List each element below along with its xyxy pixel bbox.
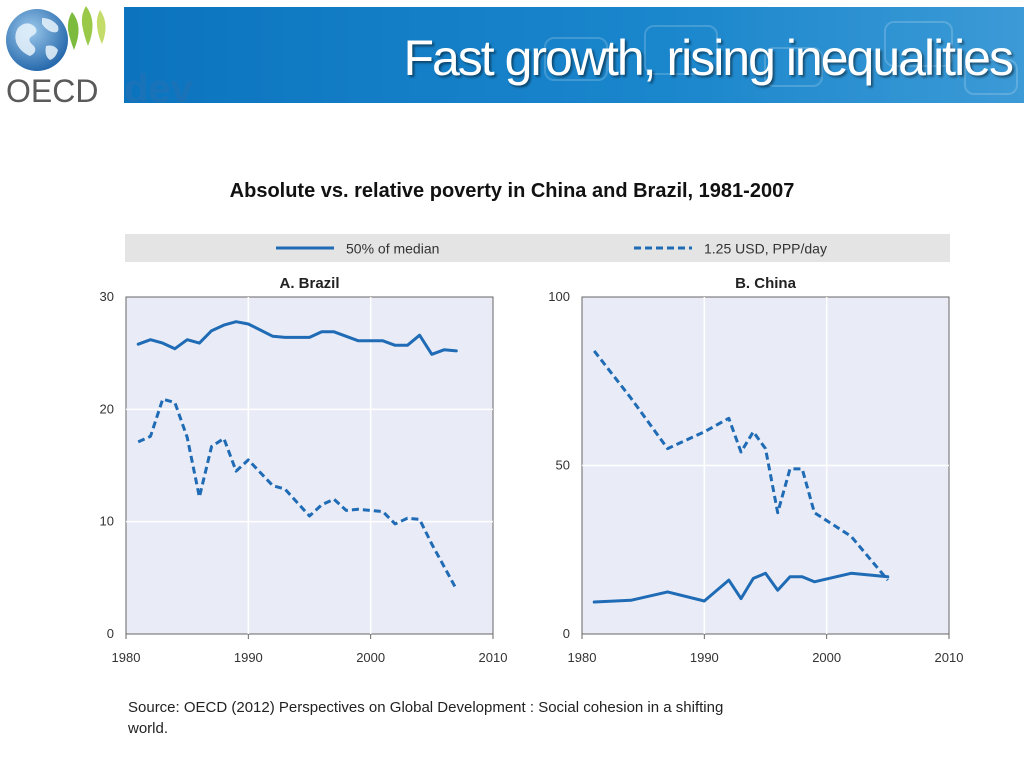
series-line-brazil-ppp bbox=[137, 397, 458, 590]
series-line-china-median bbox=[592, 571, 890, 604]
oecd-logo-text: OECD bbox=[6, 73, 98, 109]
panel-title-china: B. China bbox=[735, 275, 796, 292]
panel-title-brazil: A. Brazil bbox=[279, 275, 339, 292]
chart-figure: 50% of median 1.25 USD, PPP/day A. Brazi… bbox=[100, 234, 963, 665]
x-tick-label-2010: 2010 bbox=[479, 650, 508, 665]
oecd-leaf-3 bbox=[96, 10, 106, 44]
x-ticks-china: 1980 1990 2000 2010 bbox=[568, 634, 964, 665]
series-brazil bbox=[136, 320, 458, 590]
y-tick-label-100: 100 bbox=[548, 289, 570, 304]
x-tick-label-1990: 1990 bbox=[234, 650, 263, 665]
legend-label-median: 50% of median bbox=[346, 241, 439, 257]
y-tick-label-30: 30 bbox=[100, 289, 114, 304]
legend-box bbox=[125, 234, 950, 262]
plot-area-brazil bbox=[125, 296, 494, 635]
oecd-leaf-2 bbox=[81, 6, 93, 46]
source-line-1: Source: OECD (2012) Perspectives on Glob… bbox=[128, 699, 724, 716]
chart-subtitle: Absolute vs. relative poverty in China a… bbox=[229, 180, 795, 202]
series-line-china-ppp bbox=[593, 349, 889, 582]
y-tick-label-0: 0 bbox=[563, 626, 570, 641]
series-line-brazil-median bbox=[136, 320, 458, 356]
y-tick-label-20: 20 bbox=[100, 401, 114, 416]
y-tick-label-10: 10 bbox=[100, 514, 114, 529]
x-tick-label-2000: 2000 bbox=[812, 650, 841, 665]
globe-continents bbox=[15, 18, 59, 60]
y-ticks-china: 0 50 100 bbox=[548, 289, 570, 641]
slide-title: Fast growth, rising inequalities bbox=[403, 30, 1014, 86]
y-tick-label-50: 50 bbox=[556, 458, 570, 473]
panel-brazil: A. Brazil 1980 1990 2000 2010 0 10 20 30 bbox=[100, 275, 508, 665]
x-ticks-brazil: 1980 1990 2000 2010 bbox=[112, 634, 508, 665]
x-tick-label-1990: 1990 bbox=[690, 650, 719, 665]
legend-label-ppp: 1.25 USD, PPP/day bbox=[704, 241, 827, 257]
x-tick-label-1980: 1980 bbox=[112, 650, 141, 665]
x-tick-label-1980: 1980 bbox=[568, 650, 597, 665]
y-tick-label-0: 0 bbox=[107, 626, 114, 641]
oecd-leaf-1 bbox=[67, 12, 79, 50]
x-tick-label-2010: 2010 bbox=[935, 650, 964, 665]
x-tick-label-2000: 2000 bbox=[356, 650, 385, 665]
series-china bbox=[592, 349, 890, 604]
dev-logo-text: dev bbox=[124, 67, 194, 110]
source-line-2: world. bbox=[128, 720, 169, 737]
header-band: Fast growth, rising inequalities bbox=[124, 7, 1024, 103]
globe-icon bbox=[6, 9, 68, 71]
y-ticks-brazil: 0 10 20 30 bbox=[100, 289, 114, 641]
panel-china: B. China 1980 1990 2000 2010 0 50 100 bbox=[548, 275, 963, 665]
oecd-logo: OECD dev bbox=[6, 6, 194, 110]
grid-brazil bbox=[126, 297, 493, 634]
source-note: Source: OECD (2012) Perspectives on Glob… bbox=[128, 697, 828, 739]
